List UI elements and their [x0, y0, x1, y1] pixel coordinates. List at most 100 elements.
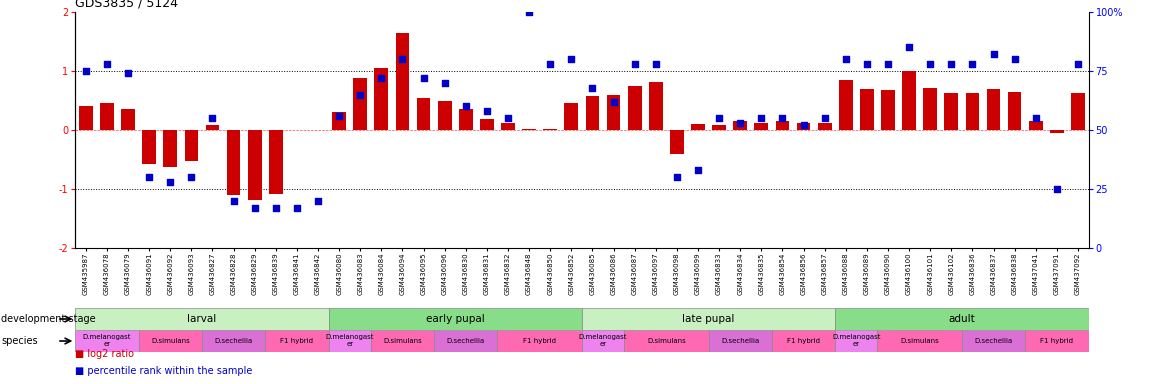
Bar — [902, 71, 916, 130]
Bar — [543, 129, 557, 130]
Point — [330, 113, 349, 119]
Bar — [835, 308, 1089, 330]
Point — [963, 61, 982, 67]
Text: D.melanogast
er: D.melanogast er — [579, 334, 628, 348]
Bar — [142, 130, 156, 164]
Bar — [417, 98, 431, 130]
Point — [646, 61, 665, 67]
Text: early pupal: early pupal — [426, 314, 484, 324]
Point — [435, 80, 454, 86]
Point — [225, 198, 243, 204]
Point — [140, 174, 159, 180]
Bar — [1007, 92, 1021, 130]
Bar — [163, 130, 177, 167]
Point — [710, 115, 728, 121]
Point — [266, 205, 285, 211]
Bar — [838, 80, 852, 130]
Bar — [772, 330, 835, 352]
Bar — [881, 90, 895, 130]
Text: F1 hybrid: F1 hybrid — [280, 338, 314, 344]
Bar — [712, 125, 726, 130]
Bar — [201, 330, 265, 352]
Point — [415, 75, 433, 81]
Bar — [624, 330, 709, 352]
Bar — [206, 125, 219, 130]
Point — [794, 122, 813, 128]
Bar — [139, 330, 201, 352]
Bar — [396, 33, 409, 130]
Point — [921, 61, 939, 67]
Text: D.melanogast
er: D.melanogast er — [82, 334, 131, 348]
Point — [752, 115, 770, 121]
Bar — [878, 330, 962, 352]
Bar — [522, 129, 536, 130]
Bar — [797, 123, 811, 130]
Bar — [607, 94, 621, 130]
Text: F1 hybrid: F1 hybrid — [523, 338, 556, 344]
Point — [943, 61, 961, 67]
Point — [499, 115, 518, 121]
Bar — [353, 78, 367, 130]
Bar — [332, 112, 346, 130]
Bar — [269, 130, 283, 194]
Bar — [100, 103, 113, 130]
Text: late pupal: late pupal — [682, 314, 734, 324]
Point — [625, 61, 644, 67]
Bar — [923, 88, 937, 130]
Text: F1 hybrid: F1 hybrid — [1040, 338, 1073, 344]
Bar — [374, 68, 388, 130]
Point — [203, 115, 221, 121]
Point — [562, 56, 580, 62]
Text: GDS3835 / 5124: GDS3835 / 5124 — [75, 0, 178, 10]
Bar — [733, 121, 747, 130]
Text: ■ percentile rank within the sample: ■ percentile rank within the sample — [75, 366, 252, 376]
Point — [456, 103, 475, 109]
Point — [984, 51, 1003, 58]
Bar — [709, 330, 772, 352]
Bar — [818, 123, 831, 130]
Point — [604, 99, 623, 105]
Point — [97, 61, 116, 67]
Bar — [481, 119, 493, 130]
Bar — [434, 330, 498, 352]
Bar — [962, 330, 1025, 352]
Bar — [371, 330, 434, 352]
Point — [668, 174, 687, 180]
Point — [394, 56, 412, 62]
Text: D.sechellia: D.sechellia — [721, 338, 760, 344]
Point — [689, 167, 708, 173]
Bar — [691, 124, 705, 130]
Point — [351, 91, 369, 98]
Text: D.simulans: D.simulans — [900, 338, 939, 344]
Point — [245, 205, 264, 211]
Bar — [987, 89, 1001, 130]
Point — [1048, 186, 1067, 192]
Point — [372, 75, 390, 81]
Bar — [75, 308, 329, 330]
Bar — [1025, 330, 1089, 352]
Bar — [755, 123, 768, 130]
Bar — [75, 330, 139, 352]
Bar — [501, 123, 515, 130]
Text: D.simulans: D.simulans — [647, 338, 686, 344]
Point — [287, 205, 306, 211]
Point — [1005, 56, 1024, 62]
Bar — [498, 330, 581, 352]
Text: D.sechellia: D.sechellia — [974, 338, 1012, 344]
Point — [836, 56, 855, 62]
Bar — [564, 103, 578, 130]
Point — [161, 179, 179, 185]
Bar — [835, 330, 878, 352]
Bar — [581, 308, 835, 330]
Bar — [184, 130, 198, 161]
Text: adult: adult — [948, 314, 975, 324]
Bar — [459, 109, 472, 130]
Bar — [860, 89, 874, 130]
Point — [815, 115, 834, 121]
Point — [858, 61, 877, 67]
Point — [774, 115, 792, 121]
Point — [1069, 61, 1087, 67]
Bar — [248, 130, 262, 200]
Bar — [1050, 130, 1064, 133]
Text: D.simulans: D.simulans — [383, 338, 422, 344]
